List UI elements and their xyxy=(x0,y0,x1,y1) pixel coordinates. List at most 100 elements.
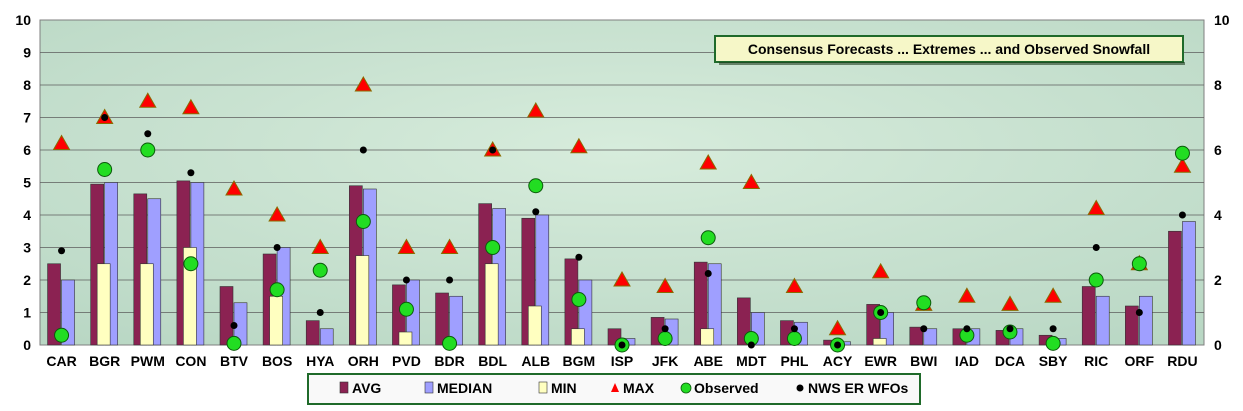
nws-er-wfos-marker-pvd xyxy=(402,276,410,284)
nws-er-wfos-marker-phl xyxy=(790,325,798,333)
max-marker-con xyxy=(182,98,200,115)
observed-marker-alb xyxy=(528,178,544,194)
nws-er-wfos-marker-btv xyxy=(230,322,238,329)
nws-er-wfos-marker-orh xyxy=(359,146,367,154)
x-tick-label: IAD xyxy=(955,353,979,369)
max-marker-jfk xyxy=(656,277,674,293)
nws-er-wfos-marker-alb xyxy=(532,208,540,216)
max-marker-btv xyxy=(225,179,243,196)
chart-title: Consensus Forecasts ... Extremes ... and… xyxy=(748,41,1150,57)
max-marker-rdu xyxy=(1173,157,1192,173)
x-tick-label: ACY xyxy=(823,353,853,369)
legend-label: MIN xyxy=(551,380,577,396)
max-marker-acy xyxy=(828,319,847,336)
observed-marker-bwi xyxy=(916,295,932,311)
y-tick-label: 1 xyxy=(23,305,31,321)
bar-min-bos xyxy=(269,295,283,346)
observed-marker-jfk xyxy=(657,331,673,346)
bar-median-abe xyxy=(707,263,722,346)
bar-min-abe xyxy=(700,328,715,346)
y2-tick-label: 4 xyxy=(1214,207,1222,223)
markers xyxy=(52,75,1192,353)
bar-median-hya xyxy=(319,328,334,346)
max-marker-ric xyxy=(1087,199,1106,215)
max-marker-abe xyxy=(699,153,718,170)
legend-symbol-nws-er-wfos xyxy=(796,384,804,392)
bar-median-rdu xyxy=(1182,221,1196,346)
nws-er-wfos-marker-dca xyxy=(1006,325,1014,333)
max-marker-isp xyxy=(613,270,631,287)
nws-er-wfos-marker-ewr xyxy=(877,309,885,316)
x-tick-label: ABE xyxy=(693,353,723,369)
observed-marker-bdr xyxy=(442,335,458,351)
observed-marker-phl xyxy=(786,331,802,346)
y-tick-label: 3 xyxy=(23,240,31,256)
bar-min-bgr xyxy=(96,263,111,346)
max-marker-alb xyxy=(526,101,545,118)
observed-marker-orh xyxy=(355,214,371,229)
y-tick-label: 2 xyxy=(23,272,31,288)
legend-label: MAX xyxy=(623,380,655,396)
max-marker-bdr xyxy=(440,238,459,254)
nws-er-wfos-marker-hya xyxy=(316,309,324,316)
observed-marker-bgm xyxy=(571,292,587,307)
max-marker-dca xyxy=(1001,295,1019,311)
observed-marker-pvd xyxy=(398,301,414,317)
bar-avg-ric xyxy=(1081,286,1096,346)
x-tick-label: BOS xyxy=(262,353,292,369)
nws-er-wfos-marker-bwi xyxy=(920,325,928,333)
x-tick-label: MDT xyxy=(736,353,767,369)
x-tick-label: HYA xyxy=(306,353,334,369)
observed-marker-abe xyxy=(700,230,716,246)
bar-min-ewr xyxy=(872,338,887,346)
bar-avg-car xyxy=(47,263,61,346)
max-marker-orh xyxy=(354,75,373,92)
x-tick-label: ALB xyxy=(521,353,550,369)
x-tick-label: CON xyxy=(175,353,206,369)
bar-min-con xyxy=(183,247,197,346)
legend-symbol-avg xyxy=(339,381,349,394)
y-tick-label: 4 xyxy=(23,207,31,223)
x-tick-label: PHL xyxy=(780,353,808,369)
max-marker-bgm xyxy=(570,137,588,154)
x-tick-label: JFK xyxy=(652,353,678,369)
x-tick-label: EWR xyxy=(864,353,897,369)
x-tick-label: BWI xyxy=(910,353,937,369)
nws-er-wfos-marker-car xyxy=(58,247,66,255)
y2-tick-label: 6 xyxy=(1214,142,1222,158)
x-tick-label: ORH xyxy=(348,353,379,369)
bar-avg-bwi xyxy=(909,326,924,346)
max-marker-ewr xyxy=(871,262,890,279)
axes: 0 1 2 3 4 5 6 7 8 9 10 0 2 4 6 8 10 CAR BGR PWM CON BTV BOS HYA… xyxy=(15,12,1229,369)
legend-label: NWS ER WFOs xyxy=(808,380,909,396)
bar-avg-hya xyxy=(305,320,320,346)
nws-er-wfos-marker-bdl xyxy=(489,146,497,154)
bar-avg-bdr xyxy=(435,292,449,346)
x-tick-label: ISP xyxy=(611,353,634,369)
max-marker-pvd xyxy=(397,238,416,254)
nws-er-wfos-marker-pwm xyxy=(144,130,152,138)
title-box: Consensus Forecasts ... Extremes ... and… xyxy=(714,35,1185,65)
bar-median-ric xyxy=(1095,295,1110,346)
bar-median-bwi xyxy=(923,328,938,346)
nws-er-wfos-marker-mdt xyxy=(747,341,755,349)
bar-avg-orf xyxy=(1125,305,1139,346)
max-marker-car xyxy=(52,134,71,150)
legend: AVG MEDIAN MIN MAX Observed NWS ER WFOs xyxy=(307,373,921,405)
y-tick-label: 7 xyxy=(23,110,31,126)
x-tick-label: SBY xyxy=(1039,353,1068,369)
y-tick-label: 5 xyxy=(23,175,31,191)
legend-symbol-median xyxy=(424,381,434,394)
bar-min-bdl xyxy=(484,263,499,346)
bar-min-pvd xyxy=(398,331,413,346)
x-tick-label: CAR xyxy=(46,353,76,369)
x-tick-label: PWM xyxy=(131,353,165,369)
legend-label: Observed xyxy=(694,380,759,396)
nws-er-wfos-marker-sby xyxy=(1049,325,1057,333)
x-tick-label: BTV xyxy=(220,353,249,369)
nws-er-wfos-marker-orf xyxy=(1135,309,1143,316)
x-tick-label: RIC xyxy=(1084,353,1108,369)
observed-marker-ric xyxy=(1088,272,1104,288)
y-tick-label: 6 xyxy=(23,142,31,158)
